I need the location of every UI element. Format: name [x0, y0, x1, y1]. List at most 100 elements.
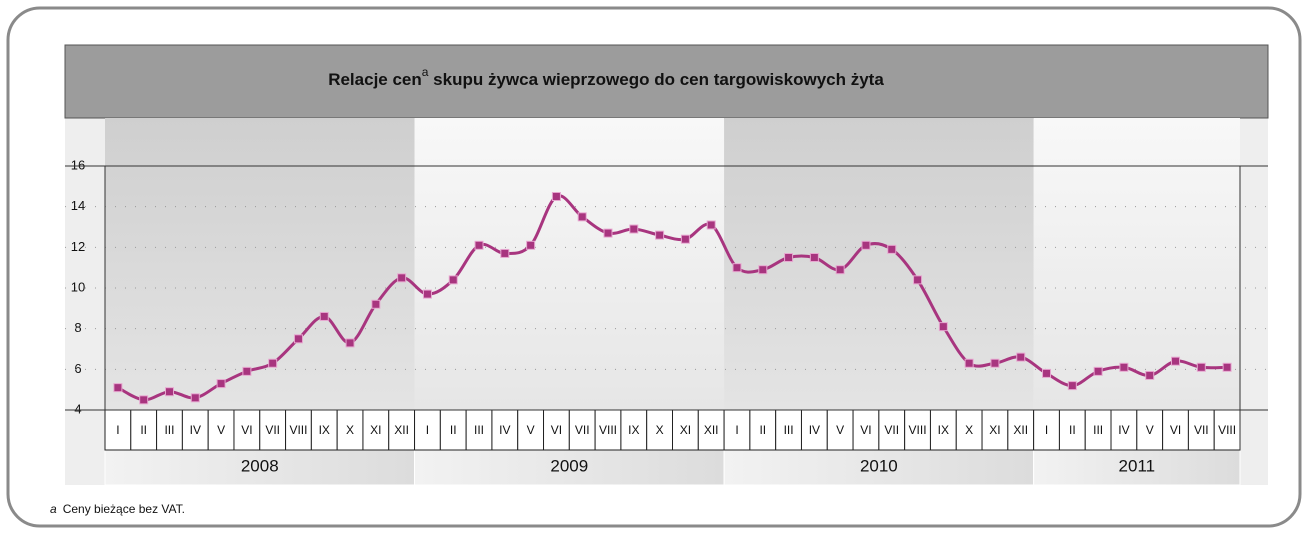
x-tick-label: VI — [241, 423, 252, 437]
chart-title: Relacje cena skupu żywca wieprzowego do … — [328, 65, 884, 89]
marker — [1145, 370, 1155, 380]
y-tick-label: 8 — [74, 320, 81, 335]
marker — [113, 383, 123, 393]
marker — [474, 240, 484, 250]
month-cell — [852, 409, 880, 451]
x-tick-label: XII — [394, 423, 409, 437]
x-tick-label: VII — [575, 423, 590, 437]
marker — [242, 366, 252, 376]
marker — [1067, 381, 1077, 391]
x-tick-label: X — [346, 423, 354, 437]
marker — [577, 212, 587, 222]
month-cell — [826, 409, 854, 451]
marker — [887, 244, 897, 254]
title-text: skupu żywca wieprzowego do cen targowisk… — [428, 70, 884, 89]
month-cell — [1187, 409, 1215, 451]
year-band — [414, 118, 725, 410]
month-cell — [1033, 409, 1060, 451]
x-tick-label: II — [140, 423, 147, 437]
x-tick-label: III — [164, 423, 174, 437]
marker — [680, 234, 690, 244]
month-cell — [388, 409, 416, 451]
x-tick-label: VI — [551, 423, 562, 437]
marker — [139, 395, 149, 405]
year-cell — [1033, 449, 1241, 486]
month-cell — [620, 409, 648, 451]
x-tick-label: VII — [884, 423, 899, 437]
x-tick-label: XI — [989, 423, 1000, 437]
x-tick-label: I — [426, 423, 429, 437]
x-tick-label: V — [836, 423, 844, 437]
marker — [938, 322, 948, 332]
x-tick-label: XI — [370, 423, 381, 437]
marker — [190, 393, 200, 403]
month-cell — [672, 409, 699, 451]
marker — [964, 358, 974, 368]
footnote-mark: a — [50, 502, 57, 516]
x-tick-label: I — [116, 423, 119, 437]
month-cell — [181, 409, 209, 451]
marker — [345, 338, 355, 348]
x-tick-label: IX — [319, 423, 330, 437]
marker — [784, 253, 794, 262]
month-cell — [981, 409, 1009, 451]
x-tick-label: III — [1093, 423, 1103, 437]
marker — [1119, 362, 1129, 372]
marker — [500, 248, 510, 258]
month-cell — [1136, 409, 1164, 451]
marker — [1171, 356, 1181, 366]
month-cell — [517, 409, 545, 451]
x-tick-label: VIII — [909, 423, 927, 437]
marker — [164, 387, 174, 397]
marker — [809, 253, 819, 262]
marker — [268, 358, 278, 368]
marker — [835, 265, 845, 275]
marker — [319, 311, 329, 321]
marker — [1042, 368, 1052, 378]
y-tick-label: 6 — [74, 361, 81, 376]
marker — [655, 230, 665, 240]
month-cell — [1058, 409, 1086, 451]
marker — [1222, 362, 1232, 372]
x-tick-label: III — [784, 423, 794, 437]
title-superscript: a — [422, 65, 429, 79]
month-cell — [904, 409, 931, 451]
marker — [422, 289, 432, 299]
month-cell — [233, 409, 261, 451]
x-tick-label: IV — [499, 423, 510, 437]
x-tick-label: X — [965, 423, 973, 437]
marker — [1196, 362, 1206, 372]
x-tick-label: IX — [628, 423, 639, 437]
year-cell — [723, 449, 1035, 486]
marker — [216, 379, 226, 389]
x-tick-label: II — [759, 423, 766, 437]
marker — [913, 275, 923, 285]
marker — [1093, 366, 1103, 376]
year-label: 2009 — [550, 456, 588, 475]
month-cell — [955, 409, 983, 451]
marker — [371, 299, 381, 309]
x-tick-label: XII — [704, 423, 719, 437]
x-tick-label: VI — [1170, 423, 1181, 437]
month-cell — [439, 409, 467, 451]
month-cell — [594, 409, 622, 451]
year-label: 2010 — [860, 456, 898, 475]
y-tick-label: 12 — [71, 239, 85, 254]
marker — [706, 220, 716, 230]
month-cell — [800, 409, 828, 451]
year-band — [105, 118, 415, 410]
y-tick-label: 14 — [71, 198, 85, 213]
x-tick-label: II — [450, 423, 457, 437]
month-cell — [465, 409, 493, 451]
footnote: a Ceny bieżące bez VAT. — [50, 502, 185, 516]
y-tick-label: 10 — [71, 279, 85, 294]
footnote-text: Ceny bieżące bez VAT. — [63, 502, 185, 516]
month-cell — [362, 409, 390, 451]
year-label: 2011 — [1119, 456, 1156, 475]
y-tick-label: 16 — [71, 157, 85, 172]
month-cell — [207, 409, 235, 451]
x-tick-label: VIII — [599, 423, 617, 437]
x-tick-label: VII — [265, 423, 280, 437]
marker — [526, 240, 536, 250]
